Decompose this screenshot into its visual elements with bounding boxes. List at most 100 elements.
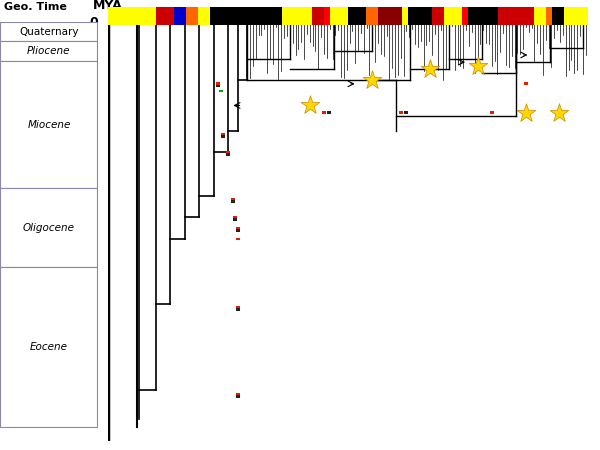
Bar bbox=[480, 7, 486, 25]
Bar bbox=[288, 7, 294, 25]
Bar bbox=[486, 7, 492, 25]
Bar bbox=[570, 7, 576, 25]
Bar bbox=[210, 7, 216, 25]
Bar bbox=[282, 7, 288, 25]
Bar bbox=[450, 7, 456, 25]
Bar bbox=[522, 7, 528, 25]
Bar bbox=[582, 7, 588, 25]
Bar bbox=[399, 111, 403, 114]
Bar bbox=[504, 7, 510, 25]
Bar bbox=[150, 7, 156, 25]
Bar bbox=[498, 7, 504, 25]
Bar bbox=[236, 238, 239, 240]
Bar bbox=[372, 7, 378, 25]
Bar bbox=[236, 227, 239, 230]
Bar bbox=[408, 7, 414, 25]
Bar bbox=[120, 7, 126, 25]
Text: Pliocene: Pliocene bbox=[27, 46, 71, 56]
Bar bbox=[402, 7, 408, 25]
Bar bbox=[360, 7, 366, 25]
Bar bbox=[236, 229, 239, 232]
Point bbox=[425, 66, 434, 73]
Bar bbox=[231, 198, 235, 201]
FancyBboxPatch shape bbox=[0, 61, 97, 189]
Bar bbox=[236, 306, 239, 309]
Bar bbox=[327, 111, 331, 114]
Bar bbox=[138, 7, 144, 25]
Bar bbox=[162, 7, 168, 25]
Bar bbox=[217, 82, 220, 86]
Text: Oligocene: Oligocene bbox=[23, 223, 75, 233]
Bar bbox=[126, 7, 132, 25]
Bar bbox=[552, 7, 558, 25]
Bar bbox=[378, 7, 384, 25]
Bar bbox=[342, 7, 348, 25]
Bar bbox=[564, 7, 570, 25]
Bar bbox=[322, 111, 326, 114]
Bar bbox=[468, 7, 474, 25]
Bar bbox=[540, 7, 546, 25]
Point bbox=[305, 102, 314, 109]
Bar bbox=[300, 7, 306, 25]
Bar bbox=[348, 7, 354, 25]
Bar bbox=[270, 7, 276, 25]
Bar bbox=[558, 7, 564, 25]
Bar bbox=[490, 111, 494, 114]
Bar bbox=[414, 7, 420, 25]
Bar bbox=[330, 7, 336, 25]
Point bbox=[367, 76, 377, 84]
Bar bbox=[438, 7, 444, 25]
Bar bbox=[236, 395, 239, 398]
Bar bbox=[258, 7, 264, 25]
Bar bbox=[524, 82, 527, 86]
Bar bbox=[132, 7, 138, 25]
Bar bbox=[576, 7, 582, 25]
Text: 40: 40 bbox=[81, 305, 98, 318]
Text: 30: 30 bbox=[81, 233, 98, 245]
Bar bbox=[168, 7, 174, 25]
Text: Miocene: Miocene bbox=[27, 120, 71, 130]
Bar bbox=[312, 7, 318, 25]
Text: MYA: MYA bbox=[93, 0, 123, 12]
Bar bbox=[306, 7, 312, 25]
Bar bbox=[221, 133, 225, 136]
Bar bbox=[390, 7, 396, 25]
Bar bbox=[156, 7, 162, 25]
Bar bbox=[222, 7, 228, 25]
Bar bbox=[204, 7, 210, 25]
Point bbox=[554, 109, 564, 116]
Bar bbox=[404, 111, 407, 114]
Bar bbox=[240, 7, 246, 25]
Bar bbox=[221, 135, 225, 138]
Bar bbox=[336, 7, 342, 25]
Point bbox=[521, 109, 530, 116]
Bar bbox=[198, 7, 204, 25]
Bar bbox=[246, 7, 252, 25]
Bar bbox=[186, 7, 192, 25]
Bar bbox=[192, 7, 198, 25]
Bar bbox=[174, 7, 180, 25]
Text: 20: 20 bbox=[81, 160, 98, 173]
Bar bbox=[217, 85, 220, 87]
Bar bbox=[236, 393, 239, 396]
Bar bbox=[234, 7, 240, 25]
Bar bbox=[294, 7, 300, 25]
Bar bbox=[432, 7, 438, 25]
Bar bbox=[546, 7, 552, 25]
Bar bbox=[219, 90, 223, 93]
Bar bbox=[516, 7, 522, 25]
Bar bbox=[233, 218, 237, 221]
Bar bbox=[456, 7, 462, 25]
Bar bbox=[108, 7, 114, 25]
Text: 0: 0 bbox=[89, 16, 98, 29]
FancyBboxPatch shape bbox=[0, 189, 97, 267]
Bar bbox=[462, 7, 468, 25]
Text: 50: 50 bbox=[81, 377, 98, 390]
Bar bbox=[114, 7, 120, 25]
Bar bbox=[276, 7, 282, 25]
Point bbox=[473, 62, 482, 69]
Bar bbox=[534, 7, 540, 25]
Text: Geo. Time: Geo. Time bbox=[4, 2, 67, 12]
Bar bbox=[384, 7, 390, 25]
Bar bbox=[231, 200, 235, 203]
